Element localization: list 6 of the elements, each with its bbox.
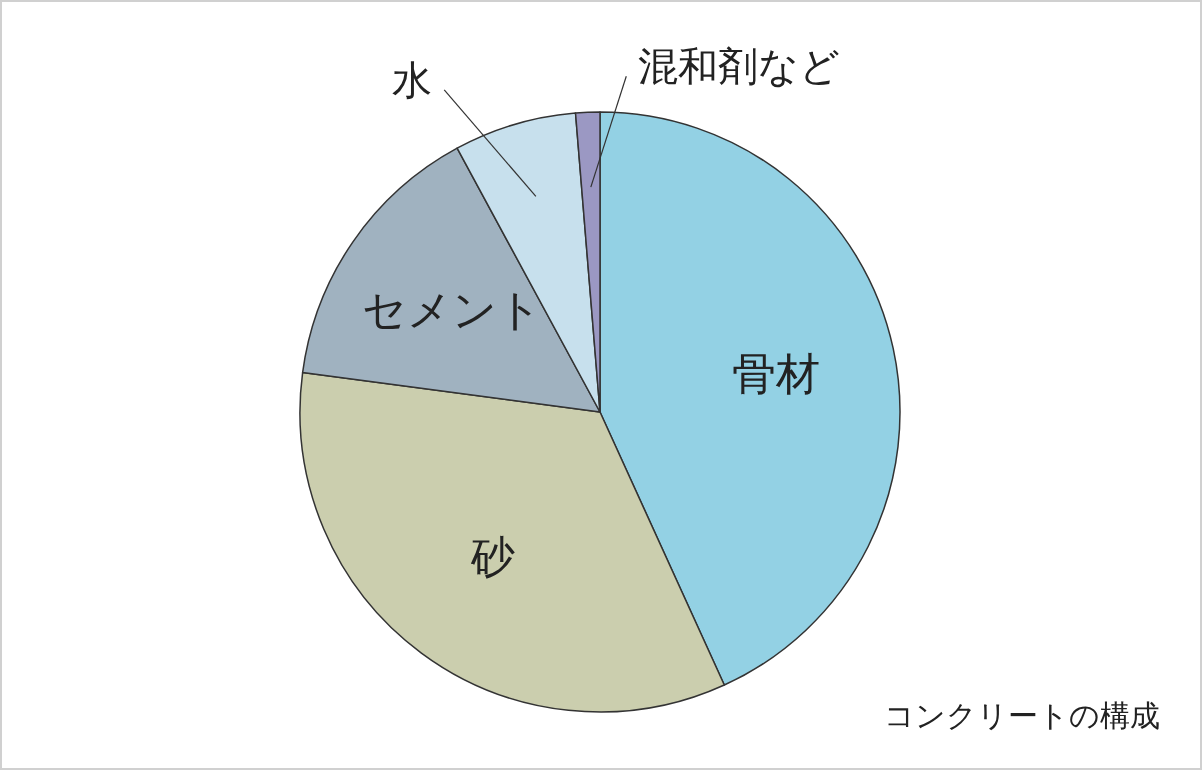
slice-label: 混和剤など	[638, 43, 841, 90]
slice-label: 骨材	[731, 348, 820, 400]
slice-label: 水	[392, 56, 433, 103]
text: コンクリートの構成	[884, 697, 1160, 733]
slice-label: セメント	[361, 284, 542, 336]
slice-label: 砂	[469, 531, 515, 583]
